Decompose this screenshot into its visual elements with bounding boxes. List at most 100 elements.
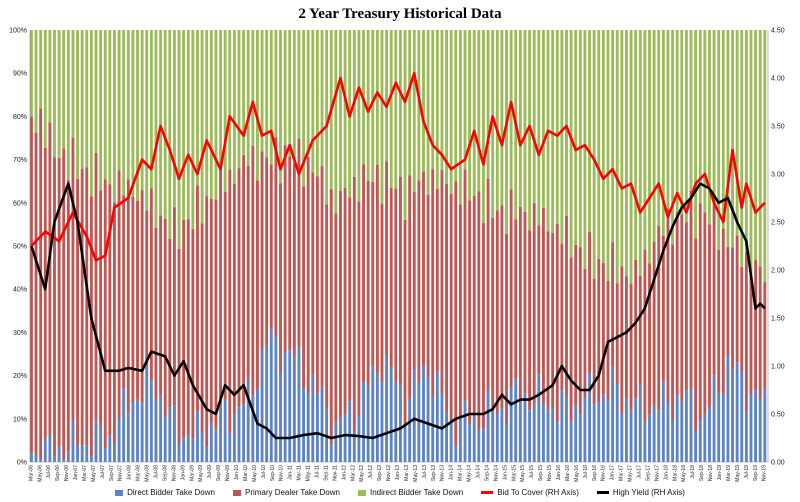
bar-indirect	[159, 30, 163, 216]
x-tick-label: Jul-15	[529, 465, 535, 479]
bar-indirect	[274, 30, 278, 138]
y-right-tick-label: 2.00	[771, 268, 785, 275]
bar-indirect	[744, 30, 748, 252]
bar-primary	[717, 250, 721, 394]
bar-indirect	[698, 30, 702, 204]
bar-direct	[362, 381, 365, 462]
bar-primary	[569, 257, 573, 422]
bar-primary	[209, 198, 213, 424]
x-tick-label: Mar-11	[297, 465, 303, 481]
x-tick-label: Mar-12	[350, 465, 356, 481]
x-tick-label: Nov-11	[332, 465, 338, 481]
bar-primary	[541, 207, 545, 404]
y-right-tick-label: 0.50	[771, 412, 785, 419]
x-tick-label: May-15	[520, 465, 526, 482]
bar-direct	[43, 438, 47, 462]
x-tick-label: May-14	[467, 465, 473, 482]
legend-swatch-bid-to-cover	[481, 491, 494, 494]
bar-primary	[186, 218, 190, 436]
bar-primary	[463, 169, 467, 402]
bar-primary	[426, 194, 430, 378]
bar-primary	[758, 266, 762, 400]
bar-indirect	[163, 30, 167, 219]
bar-direct	[495, 414, 499, 462]
x-tick-label: Sep-08	[162, 465, 168, 481]
bar-indirect	[320, 30, 324, 167]
bar-direct	[256, 389, 259, 462]
bar-indirect	[731, 30, 734, 248]
x-tick-label: Nov-18	[708, 465, 714, 481]
y-right-tick-label: 3.00	[771, 172, 785, 179]
bar-direct	[431, 397, 435, 462]
x-tick-label: Jan-13	[395, 465, 401, 481]
bar-direct	[551, 407, 555, 462]
bar-indirect	[717, 30, 721, 251]
bar-primary	[431, 169, 435, 398]
bar-direct	[463, 401, 467, 462]
bar-indirect	[408, 30, 412, 176]
bar-indirect	[256, 30, 259, 181]
bar-indirect	[311, 30, 315, 173]
bar-indirect	[325, 30, 329, 205]
y-left-tick-label: 90%	[13, 71, 27, 78]
bar-direct	[219, 405, 222, 462]
bar-primary	[606, 280, 610, 401]
x-tick-label: Mar-19	[726, 465, 732, 481]
bar-primary	[703, 212, 707, 415]
bar-primary	[172, 207, 176, 406]
bar-direct	[749, 394, 753, 462]
bar-direct	[445, 412, 448, 462]
bar-indirect	[260, 30, 264, 152]
bar-indirect	[265, 30, 269, 158]
bar-primary	[357, 201, 361, 417]
bar-indirect	[578, 30, 582, 248]
bar-primary	[85, 167, 89, 446]
bar-primary	[39, 108, 43, 460]
bar-indirect	[196, 30, 199, 186]
bar-indirect	[389, 30, 393, 188]
bar-primary	[671, 244, 674, 421]
bar-primary	[744, 251, 748, 412]
bar-primary	[726, 246, 730, 355]
bar-direct	[214, 429, 218, 462]
bar-indirect	[740, 30, 744, 267]
bar-indirect	[182, 30, 186, 220]
bar-direct	[588, 372, 591, 462]
legend-label-direct: Direct Bidder Take Down	[127, 488, 215, 497]
bar-direct	[228, 433, 232, 462]
bar-direct	[205, 446, 209, 462]
bar-direct	[131, 403, 135, 462]
bar-indirect	[592, 30, 596, 279]
bar-primary	[362, 164, 365, 382]
bar-indirect	[315, 30, 319, 177]
bar-direct	[403, 424, 407, 462]
bar-direct	[629, 410, 633, 462]
bar-direct	[122, 388, 126, 462]
bar-primary	[698, 203, 702, 421]
y-left-tick-label: 0%	[17, 460, 27, 467]
bar-indirect	[89, 30, 93, 197]
bar-indirect	[136, 30, 139, 201]
bar-indirect	[601, 30, 605, 263]
bar-indirect	[399, 30, 402, 177]
bar-indirect	[648, 30, 651, 264]
bar-primary	[334, 213, 338, 423]
x-tick-label: Jan-11	[288, 465, 294, 480]
x-tick-label: Sep-18	[699, 465, 705, 481]
y-right-tick-label: 4.00	[771, 76, 785, 83]
bar-direct	[454, 445, 458, 462]
bar-indirect	[168, 30, 172, 239]
bar-direct	[528, 410, 532, 462]
bar-primary	[292, 163, 296, 357]
bar-direct	[269, 328, 273, 462]
y-left-tick-label: 20%	[13, 373, 27, 380]
bar-primary	[43, 147, 47, 439]
bar-primary	[597, 258, 601, 403]
bar-direct	[89, 456, 93, 462]
bar-indirect	[468, 30, 472, 201]
bar-indirect	[122, 30, 126, 196]
x-tick-label: Mar-08	[136, 465, 142, 481]
bar-indirect	[684, 30, 688, 223]
bar-indirect	[417, 30, 421, 181]
bar-primary	[117, 170, 121, 419]
